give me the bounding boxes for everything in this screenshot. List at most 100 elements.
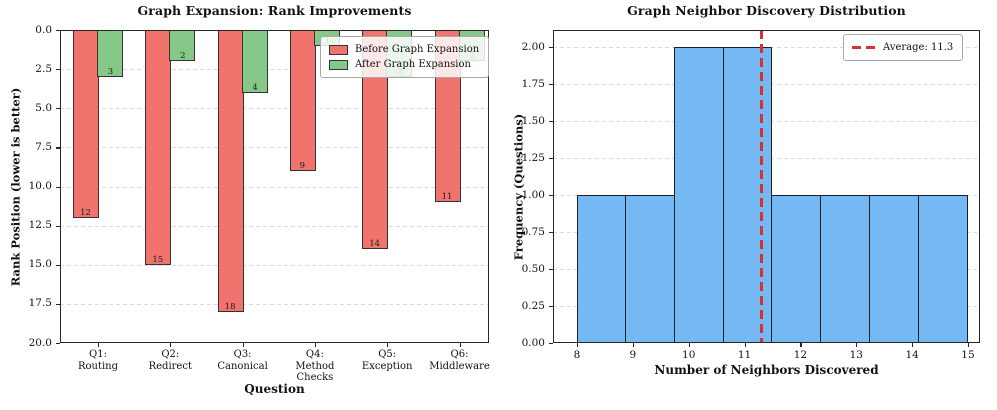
x-tick-label: 8 xyxy=(573,349,581,361)
y-tick-label: 0.50 xyxy=(521,262,545,275)
before-bar-q4 xyxy=(289,30,316,171)
x-tick-mark xyxy=(967,343,970,347)
x-tick-mark xyxy=(744,343,746,347)
y-tick-label: 7.5 xyxy=(35,140,52,153)
bar-value-label: 3 xyxy=(107,66,114,77)
histogram-bin-3 xyxy=(674,47,724,343)
legend-label-before: Before Graph Expansion xyxy=(355,43,480,55)
y-tick-label: 5.0 xyxy=(35,101,52,114)
x-tick-label: 13 xyxy=(849,349,863,361)
gridline xyxy=(60,303,489,305)
gridline xyxy=(60,108,489,110)
y-tick-label: 20.0 xyxy=(28,336,52,349)
legend-row-average: Average: 11.3 xyxy=(852,40,953,55)
legend-label-after: After Graph Expansion xyxy=(355,58,471,70)
bar-value-label: 4 xyxy=(252,82,258,93)
y-tick-label: 0.25 xyxy=(521,299,545,312)
before-bar-q2 xyxy=(145,30,172,265)
gridline xyxy=(60,147,489,149)
x-tick-mark xyxy=(632,343,635,347)
y-tick-mark xyxy=(55,147,60,149)
histogram-bin-4 xyxy=(723,47,772,343)
histogram-bin-5 xyxy=(771,195,821,343)
y-tick-label: 0.00 xyxy=(521,336,545,349)
x-tick-mark xyxy=(314,343,317,347)
x-tick-mark xyxy=(98,343,100,347)
before-expansion-swatch xyxy=(329,44,348,55)
bar-value-label: 18 xyxy=(224,301,236,312)
y-tick-mark xyxy=(55,264,60,266)
after-bar-q3 xyxy=(241,30,268,93)
left-legend: Before Graph Expansion After Graph Expan… xyxy=(320,36,490,78)
gridline xyxy=(60,264,489,266)
y-tick-label: 1.00 xyxy=(521,188,545,201)
x-tick-label: 15 xyxy=(961,349,975,361)
bar-value-label: 15 xyxy=(152,254,164,265)
after-bar-q2 xyxy=(169,30,196,62)
y-tick-label: 0.0 xyxy=(35,23,52,36)
x-tick-mark xyxy=(800,343,802,347)
gridline xyxy=(60,69,489,71)
y-tick-mark xyxy=(548,84,553,86)
legend-row-before: Before Graph Expansion xyxy=(329,42,479,57)
y-tick-mark xyxy=(548,343,553,345)
x-tick-label: Q1: Routing xyxy=(77,349,119,372)
average-line xyxy=(759,30,763,343)
legend-label-average: Average: 11.3 xyxy=(883,41,954,53)
bar-value-label: 11 xyxy=(441,192,453,203)
y-tick-label: 15.0 xyxy=(28,258,52,271)
y-tick-mark xyxy=(55,69,60,71)
x-tick-label: 14 xyxy=(905,349,919,361)
left-x-axis-label: Question xyxy=(244,382,305,396)
y-tick-label: 1.75 xyxy=(521,77,545,90)
x-tick-label: 12 xyxy=(793,349,808,361)
x-tick-label: Q6: Middleware xyxy=(429,349,490,372)
histogram-bin-6 xyxy=(820,195,870,343)
histogram-bin-1 xyxy=(577,195,626,343)
right-plot-area xyxy=(553,30,980,343)
x-tick-mark xyxy=(856,343,858,347)
x-tick-label: 9 xyxy=(629,349,637,361)
y-tick-mark xyxy=(55,186,60,188)
y-tick-mark xyxy=(55,343,60,345)
x-tick-mark xyxy=(242,343,244,347)
histogram-bin-2 xyxy=(625,195,675,343)
bar-value-label: 9 xyxy=(299,160,306,171)
x-tick-label: Q4: Method Checks xyxy=(295,349,335,383)
y-tick-mark xyxy=(55,30,60,32)
y-tick-label: 1.50 xyxy=(521,114,545,127)
gridline xyxy=(60,186,489,188)
y-tick-mark xyxy=(55,108,60,110)
y-tick-mark xyxy=(548,158,553,160)
y-tick-label: 10.0 xyxy=(28,180,52,192)
x-tick-label: Q5: Exception xyxy=(361,349,413,372)
left-chart-title: Graph Expansion: Rank Improvements xyxy=(137,3,412,18)
x-tick-mark xyxy=(387,343,389,347)
before-bar-q1 xyxy=(73,30,99,218)
y-tick-label: 12.5 xyxy=(28,219,52,232)
y-tick-mark xyxy=(548,47,553,49)
y-tick-mark xyxy=(55,303,60,306)
y-tick-mark xyxy=(548,269,553,271)
y-tick-label: 2.5 xyxy=(35,62,52,75)
y-tick-mark xyxy=(548,306,553,308)
right-legend: Average: 11.3 xyxy=(843,34,964,61)
x-tick-label: Q3: Canonical xyxy=(217,349,268,372)
y-tick-mark xyxy=(548,232,553,234)
y-tick-mark xyxy=(548,195,553,197)
bar-value-label: 12 xyxy=(80,207,91,218)
bar-value-label: 14 xyxy=(369,239,381,250)
legend-row-after: After Graph Expansion xyxy=(329,57,479,72)
right-x-axis-label: Number of Neighbors Discovered xyxy=(654,363,879,377)
average-line-swatch xyxy=(852,46,876,49)
x-tick-mark xyxy=(688,343,690,347)
after-expansion-swatch xyxy=(329,59,348,70)
x-tick-mark xyxy=(912,343,914,347)
x-tick-label: 11 xyxy=(737,349,752,361)
histogram-bin-8 xyxy=(918,195,968,343)
before-bar-q3 xyxy=(217,30,244,312)
y-tick-label: 17.5 xyxy=(28,297,52,310)
x-tick-mark xyxy=(170,343,172,347)
gridline xyxy=(60,225,489,227)
